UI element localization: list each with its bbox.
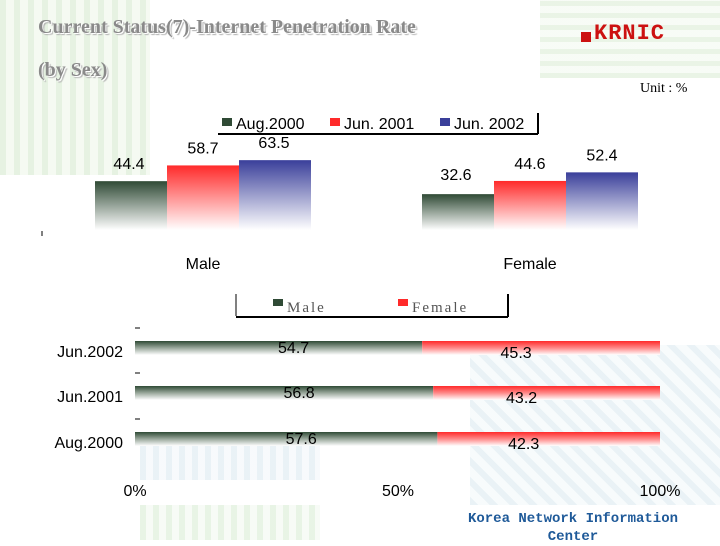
top-value-label: 44.4 xyxy=(113,156,144,173)
footer-text: Korea Network Information Center xyxy=(467,511,679,545)
unit-label: Unit : % xyxy=(640,81,688,96)
bottom-value-male: 56.8 xyxy=(284,385,315,402)
logo-text: KRNIC xyxy=(594,20,666,46)
top-category-label-female: Female xyxy=(503,256,556,273)
bottom-legend-label-1: Female xyxy=(412,300,468,316)
top-legend-swatch-2 xyxy=(440,118,450,126)
bottom-legend-box xyxy=(237,294,508,316)
bottom-x-tick-label: 100% xyxy=(640,483,681,500)
top-bar-female-1 xyxy=(494,180,566,230)
bottom-legend-swatch-1 xyxy=(398,299,408,306)
top-value-label: 58.7 xyxy=(187,140,218,157)
top-legend-swatch-0 xyxy=(222,118,232,126)
bottom-category-label: Aug.2000 xyxy=(54,435,123,452)
bottom-value-male: 54.7 xyxy=(278,340,309,357)
bottom-bar-male-2 xyxy=(135,432,438,446)
top-bar-male-2 xyxy=(239,160,311,230)
page-subtitle: (by Sex) xyxy=(38,59,108,81)
bottom-x-tick-label: 0% xyxy=(123,483,146,500)
top-value-label: 44.6 xyxy=(514,156,545,173)
bottom-value-female: 42.3 xyxy=(508,436,539,453)
top-bar-male-0 xyxy=(95,181,167,230)
top-bar-female-0 xyxy=(422,194,494,230)
logo-square-icon xyxy=(581,32,591,42)
top-category-label-male: Male xyxy=(186,256,221,273)
bottom-legend-label-0: Male xyxy=(287,300,326,316)
top-legend-swatch-1 xyxy=(330,118,340,126)
bottom-legend-swatch-0 xyxy=(273,299,283,306)
bottom-bar-male-1 xyxy=(135,386,434,400)
bottom-bar-female-0 xyxy=(422,341,660,355)
sex-share-chart: Male Female 54.7 45.3 Jun.2002 56.8 43.2 Jun.20… xyxy=(54,294,680,500)
krnic-logo: KRNIC xyxy=(581,20,681,46)
bottom-category-label: Jun.2002 xyxy=(57,344,123,361)
bottom-value-female: 45.3 xyxy=(501,345,532,362)
bottom-bar-female-2 xyxy=(437,432,660,446)
background-pattern-top-left xyxy=(0,0,150,175)
background-pattern-top-right xyxy=(540,0,720,78)
top-value-label: 52.4 xyxy=(586,147,617,164)
top-legend-label-0: Aug.2000 xyxy=(236,116,305,133)
bottom-bar-male-0 xyxy=(135,341,423,355)
background-pattern-bottom-right xyxy=(470,345,720,505)
background-pattern-middle xyxy=(140,440,320,480)
top-legend-label-1: Jun. 2001 xyxy=(344,116,414,133)
top-bar-female-2 xyxy=(566,172,638,230)
bottom-value-female: 43.2 xyxy=(506,390,537,407)
top-value-label: 32.6 xyxy=(440,167,471,184)
top-value-label: 63.5 xyxy=(258,135,289,152)
background-pattern-bottom-left xyxy=(140,505,320,540)
penetration-by-sex-chart: Aug.2000 Jun. 2001 Jun. 2002 44.4 58.7 63.5 Ma… xyxy=(41,113,638,273)
bottom-category-label: Jun.2001 xyxy=(57,389,123,406)
bottom-bar-female-1 xyxy=(433,386,660,400)
top-legend-label-2: Jun. 2002 xyxy=(454,116,524,133)
top-bar-male-1 xyxy=(167,165,239,230)
bottom-x-tick-label: 50% xyxy=(382,483,414,500)
bottom-value-male: 57.6 xyxy=(286,431,317,448)
top-legend-box xyxy=(218,113,538,133)
page-title: Current Status(7)-Internet Penetration R… xyxy=(38,16,416,38)
